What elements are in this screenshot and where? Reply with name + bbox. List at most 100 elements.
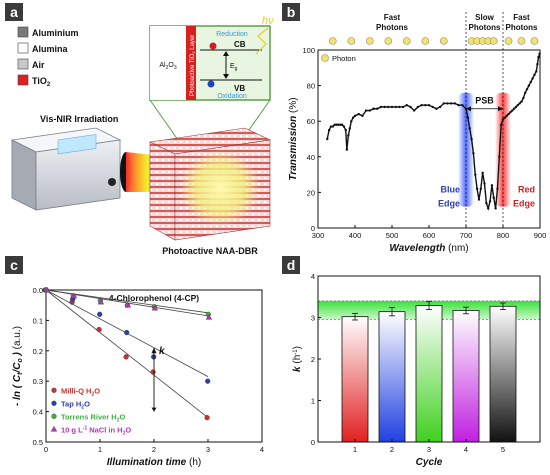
transmission-point xyxy=(340,123,344,126)
x-tick-label: 4 xyxy=(464,445,468,454)
data-point xyxy=(205,313,213,320)
transmission-point xyxy=(474,173,477,176)
x-tick-label: 500 xyxy=(386,231,399,240)
data-point xyxy=(205,378,211,384)
transmission-point xyxy=(431,105,434,109)
photon-marker xyxy=(402,37,411,45)
x-axis-title: Wavelength xyxy=(389,243,445,254)
psb-label: PSB xyxy=(475,96,494,106)
transmission-point xyxy=(335,123,338,126)
legend-entry-name: Aluminium xyxy=(32,28,79,38)
data-point xyxy=(151,304,159,311)
transmission-point xyxy=(535,70,538,73)
legend-entry: Aluminium xyxy=(32,28,79,38)
blue-edge-label: Blue xyxy=(440,184,460,194)
legend-swatch xyxy=(17,58,29,70)
legend-entry-name: Air xyxy=(32,60,45,70)
y-axis-unit: ) xyxy=(292,346,303,349)
region-label: Photons xyxy=(506,23,539,32)
legend-entry-name: O xyxy=(125,425,131,434)
transmission-point xyxy=(529,80,532,84)
transmission-point xyxy=(518,102,521,105)
k-arrow-head xyxy=(151,407,157,412)
data-point xyxy=(70,292,78,299)
y-tick-label: 0.2 xyxy=(33,347,43,356)
y-axis-title: k xyxy=(292,366,303,372)
x-tick-label: 300 xyxy=(312,231,325,240)
lamp-side-face xyxy=(11,139,37,211)
transmission-point xyxy=(337,123,340,126)
y-axis-subscript: o xyxy=(17,358,24,363)
legend-entry-name: O xyxy=(120,412,126,421)
x-tick-label: 2 xyxy=(152,445,156,454)
transmission-point xyxy=(351,116,355,119)
photon-legend-label: Photon xyxy=(332,54,356,63)
x-tick-label: 1 xyxy=(98,445,102,454)
eg-label: Eg xyxy=(230,63,238,72)
legend-marker xyxy=(51,400,57,406)
y-tick-label: 0.5 xyxy=(33,438,43,447)
y-axis-unit: (%) xyxy=(288,97,299,115)
x-axis-label: Illumination time (h) xyxy=(107,457,201,468)
y-axis-symbol: /C xyxy=(12,362,23,374)
transmission-point xyxy=(477,198,481,201)
k-arrow-head xyxy=(151,347,157,354)
y-tick-label: 80 xyxy=(307,82,315,91)
lamp-window xyxy=(57,134,97,155)
legend-entry-subscript: 2 xyxy=(47,82,51,88)
cb-label: CB xyxy=(234,40,246,49)
x-tick-label: 2 xyxy=(390,445,394,454)
transmission-point xyxy=(376,107,379,110)
transmission-point xyxy=(409,105,412,109)
electron-icon xyxy=(209,42,217,50)
x-tick-label: 5 xyxy=(501,445,505,454)
legend-entry: Alumina xyxy=(32,44,68,54)
legend-entry-subscript: 2 xyxy=(81,404,84,410)
device-label: Photoactive NAA-DBR xyxy=(162,246,258,256)
y-tick-label: 100 xyxy=(302,46,315,55)
transmission-point xyxy=(405,103,408,107)
k-label: k xyxy=(159,346,165,357)
transmission-point xyxy=(472,152,475,155)
data-point xyxy=(96,326,102,333)
region-label: Fast xyxy=(384,13,401,22)
psb-arrow-head xyxy=(466,106,471,112)
panel-a-label: a xyxy=(10,4,18,20)
legend-swatch xyxy=(17,42,29,54)
y-tick-label: 4 xyxy=(311,272,315,281)
transmission-point xyxy=(331,125,334,128)
transmission-point xyxy=(379,105,383,109)
y-axis-superscript: -1 xyxy=(293,349,299,355)
y-tick-label: 0 xyxy=(311,438,315,447)
x-tick-label: 1 xyxy=(353,445,357,454)
panel-a-badge xyxy=(5,3,23,21)
transmission-point xyxy=(490,184,494,187)
kinetics-chart: 0 1 2 3 4 0.0 0.1 0.2 0.3 0.4 0.5 Illumination time… xyxy=(12,286,264,468)
legend-entry-name: Tap H xyxy=(61,399,81,408)
transmission-point xyxy=(494,207,497,210)
y-tick-label: 2 xyxy=(311,355,315,364)
transmission-point xyxy=(487,207,490,210)
panel-c-badge xyxy=(5,256,23,274)
data-point xyxy=(150,369,156,375)
data-point xyxy=(97,311,103,317)
transmission-point xyxy=(464,107,468,110)
cycle-chart: 1 2 3 4 5 0 1 2 3 4 Cycle k (h-1) xyxy=(292,272,541,468)
transmission-point xyxy=(333,123,336,126)
transmission-point xyxy=(357,112,360,116)
data-point xyxy=(97,298,105,305)
transmission-point xyxy=(522,96,525,100)
transmission-point xyxy=(527,84,531,87)
red-edge-label: Red xyxy=(518,184,535,194)
y-axis-symbol: C xyxy=(12,374,23,385)
y-axis-title: - ln ( xyxy=(12,383,23,406)
panel-a-legend: Aluminium Alumina Air TiO2 xyxy=(17,26,79,88)
transmission-point xyxy=(475,187,479,191)
photon-marker xyxy=(489,37,498,45)
transmission-point xyxy=(348,127,352,130)
transmission-point xyxy=(372,107,375,110)
transmission-point xyxy=(353,114,357,118)
legend-swatch xyxy=(17,26,29,38)
legend-entry-subscript: 2 xyxy=(117,417,120,423)
